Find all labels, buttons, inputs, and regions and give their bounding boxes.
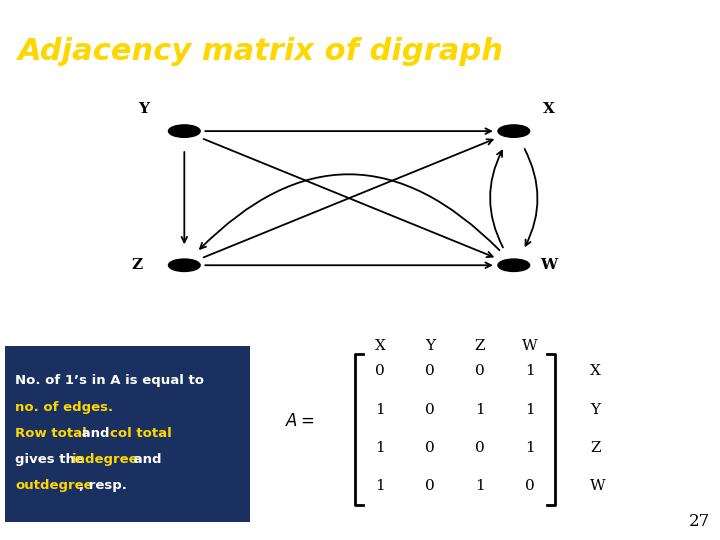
Text: 0: 0 (425, 479, 435, 493)
Text: 0: 0 (425, 441, 435, 455)
Text: Y: Y (590, 403, 600, 416)
Text: 0: 0 (375, 364, 385, 379)
Text: Z: Z (590, 441, 600, 455)
Text: Z: Z (474, 339, 485, 353)
Circle shape (498, 259, 530, 272)
Text: indegree: indegree (72, 453, 139, 465)
Text: 27: 27 (689, 513, 710, 530)
Text: outdegree: outdegree (15, 479, 93, 492)
Text: Adjacency matrix of digraph: Adjacency matrix of digraph (18, 37, 504, 66)
Text: 1: 1 (475, 479, 485, 493)
Text: Z: Z (131, 258, 143, 272)
Text: 0: 0 (525, 479, 535, 493)
Circle shape (168, 259, 200, 272)
Text: Row total: Row total (15, 427, 86, 440)
Text: 1: 1 (525, 364, 535, 379)
Text: W: W (540, 258, 557, 272)
Text: 1: 1 (375, 479, 385, 493)
Text: W: W (590, 479, 606, 493)
Text: 1: 1 (475, 403, 485, 416)
Text: and: and (129, 453, 161, 465)
Text: 1: 1 (525, 441, 535, 455)
Text: 0: 0 (425, 403, 435, 416)
FancyBboxPatch shape (5, 346, 250, 522)
Text: No. of 1’s in A is equal to: No. of 1’s in A is equal to (15, 374, 204, 388)
Circle shape (498, 125, 530, 137)
Text: 1: 1 (375, 441, 385, 455)
Text: W: W (522, 339, 538, 353)
Text: no. of edges.: no. of edges. (15, 401, 113, 414)
Text: Y: Y (425, 339, 435, 353)
Text: gives the: gives the (15, 453, 89, 465)
Text: , resp.: , resp. (79, 479, 127, 492)
Text: X: X (590, 364, 601, 379)
Text: 0: 0 (475, 364, 485, 379)
Text: Y: Y (138, 102, 148, 116)
Text: col total: col total (110, 427, 172, 440)
Text: 1: 1 (525, 403, 535, 416)
Text: and: and (77, 427, 114, 440)
Text: 0: 0 (475, 441, 485, 455)
Text: X: X (543, 102, 554, 116)
Text: $A=$: $A=$ (285, 413, 315, 430)
Text: 0: 0 (425, 364, 435, 379)
Circle shape (168, 125, 200, 137)
Text: X: X (374, 339, 385, 353)
Text: 1: 1 (375, 403, 385, 416)
